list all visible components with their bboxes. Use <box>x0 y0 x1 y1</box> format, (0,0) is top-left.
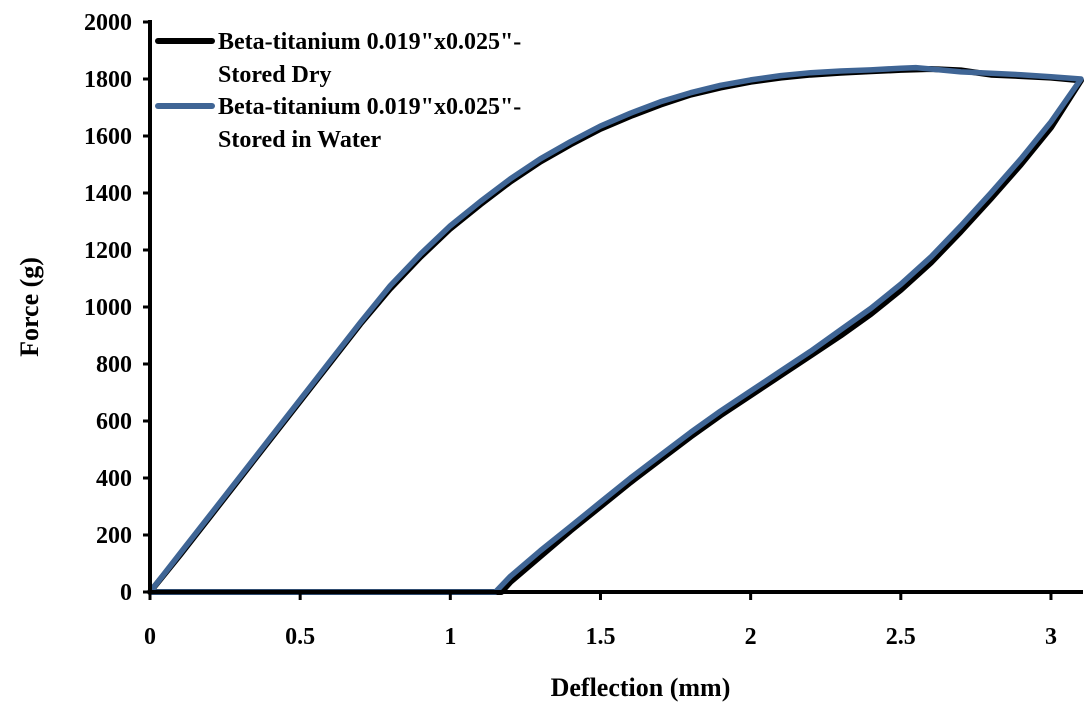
x-tick-label: 0.5 <box>285 624 315 650</box>
ticks: 0 200 400 600 800 1000 1200 1400 1600 1800 2000 0 0.… <box>84 10 1057 650</box>
legend-label: Beta-titanium 0.019"x0.025"- <box>218 94 521 120</box>
y-tick-label: 800 <box>96 352 132 378</box>
y-tick-label: 1400 <box>84 181 132 207</box>
series-layer <box>147 64 1084 595</box>
y-tick-label: 600 <box>96 409 132 435</box>
y-axis-title: Force (g) <box>15 257 44 357</box>
y-tick-label: 200 <box>96 523 132 549</box>
x-tick-label: 2.5 <box>886 624 916 650</box>
x-tick-label: 3 <box>1045 624 1057 650</box>
y-tick-label: 0 <box>120 580 132 606</box>
y-tick-label: 1600 <box>84 124 132 150</box>
x-tick-label: 1 <box>444 624 456 650</box>
legend-label: Beta-titanium 0.019"x0.025"- <box>218 29 521 55</box>
x-tick-label: 0 <box>144 624 156 650</box>
series-line-stored-in-water <box>147 64 1084 595</box>
x-axis-title: Deflection (mm) <box>551 673 731 702</box>
x-tick-label: 1.5 <box>585 624 615 650</box>
legend-label: Stored in Water <box>218 127 381 153</box>
x-tick-label: 2 <box>745 624 757 650</box>
y-tick-label: 2000 <box>84 10 132 36</box>
y-tick-label: 1200 <box>84 238 132 264</box>
y-tick-label: 1800 <box>84 67 132 93</box>
legend-label: Stored Dry <box>218 62 332 88</box>
y-tick-label: 1000 <box>84 295 132 321</box>
y-tick-label: 400 <box>96 466 132 492</box>
legend: Beta-titanium 0.019"x0.025"- Stored Dry Be… <box>155 29 521 153</box>
